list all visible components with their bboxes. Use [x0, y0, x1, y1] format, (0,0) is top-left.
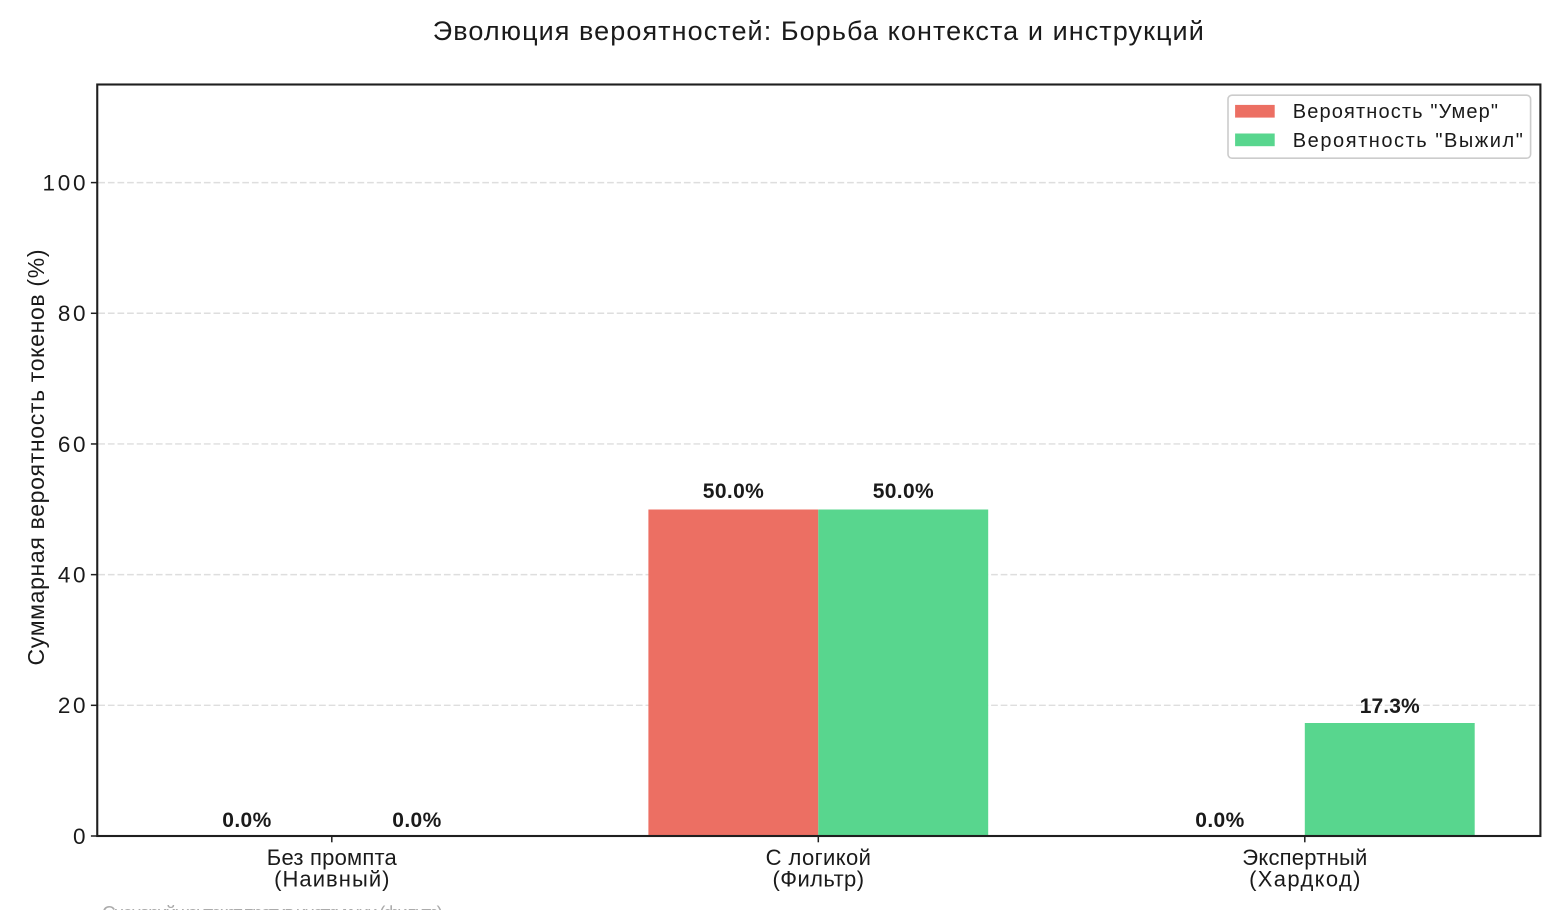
svg-text:50.0%: 50.0% [703, 480, 764, 503]
svg-text:(Хардкод): (Хардкод) [1249, 866, 1360, 891]
svg-text:(Фильтр): (Фильтр) [773, 866, 865, 891]
svg-text:Сценарий: контекст против инст: Сценарий: контекст против инструкции (фи… [102, 904, 443, 910]
svg-text:(Наивный): (Наивный) [274, 866, 389, 891]
svg-text:17.3%: 17.3% [1360, 695, 1420, 718]
svg-text:0: 0 [73, 824, 86, 849]
svg-text:100: 100 [43, 171, 86, 196]
svg-text:0.0%: 0.0% [1195, 809, 1244, 832]
svg-text:Экспертный: Экспертный [1242, 845, 1367, 870]
svg-text:0.0%: 0.0% [222, 809, 271, 832]
svg-text:0.0%: 0.0% [392, 809, 441, 832]
svg-text:С логикой: С логикой [766, 845, 871, 870]
svg-text:Вероятность "Выжил": Вероятность "Выжил" [1293, 130, 1523, 152]
svg-text:Эволюция вероятностей: Борьба: Эволюция вероятностей: Борьба контекста … [433, 16, 1204, 46]
svg-text:Без промпта: Без промпта [267, 845, 398, 870]
svg-text:Суммарная вероятность токенов: Суммарная вероятность токенов (%) [23, 250, 49, 666]
svg-text:Вероятность "Умер": Вероятность "Умер" [1293, 101, 1498, 123]
svg-text:50.0%: 50.0% [873, 480, 934, 503]
